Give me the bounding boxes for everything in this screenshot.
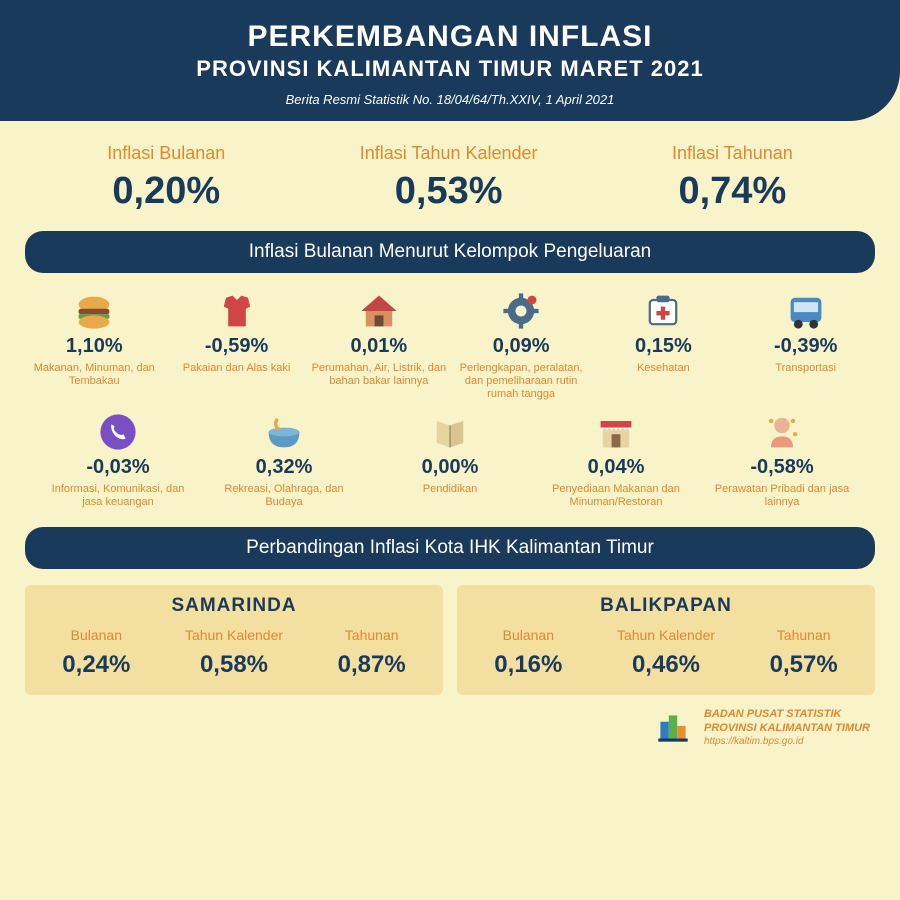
- stat-value: 0,74%: [672, 170, 793, 213]
- city-stat: Bulanan0,16%: [494, 627, 562, 679]
- category-name: Informasi, Komunikasi, dan jasa keuangan: [48, 483, 188, 513]
- phone-icon: [96, 410, 140, 454]
- category-name: Penyediaan Makanan dan Minuman/Restoran: [546, 483, 686, 513]
- book-icon: [428, 410, 472, 454]
- stat-label: Inflasi Bulanan: [107, 143, 225, 164]
- category-item: 0,00% Pendidikan: [380, 410, 520, 513]
- footer-org: BADAN PUSAT STATISTIK: [704, 707, 870, 721]
- city-stat: Tahunan0,87%: [338, 627, 406, 679]
- category-pct: 0,32%: [256, 456, 313, 479]
- city-stat: Tahun Kalender0,46%: [617, 627, 715, 679]
- category-name: Rekreasi, Olahraga, dan Budaya: [214, 483, 354, 513]
- category-name: Makanan, Minuman, dan Tembakau: [24, 362, 164, 392]
- stat-value: 0,20%: [107, 170, 225, 213]
- city-stat: Tahun Kalender0,58%: [185, 627, 283, 679]
- category-name: Pendidikan: [423, 483, 477, 513]
- category-pct: 0,09%: [493, 335, 550, 358]
- category-pct: 0,01%: [350, 335, 407, 358]
- stat-label: Inflasi Tahun Kalender: [360, 143, 538, 164]
- category-item: -0,58% Perawatan Pribadi dan jasa lainnya: [712, 410, 852, 513]
- category-item: -0,39% Transportasi: [736, 289, 876, 402]
- header-note: Berita Resmi Statistik No. 18/04/64/Th.X…: [10, 92, 890, 107]
- city-stat: Tahunan0,57%: [770, 627, 838, 679]
- footer-url: https://kaltim.bps.go.id: [704, 735, 870, 748]
- city-balikpapan: BALIKPAPAN Bulanan0,16% Tahun Kalender0,…: [457, 585, 875, 695]
- category-item: 0,09% Perlengkapan, peralatan, dan pemeli…: [451, 289, 591, 402]
- top-stats: Inflasi Bulanan 0,20% Inflasi Tahun Kale…: [0, 121, 900, 231]
- category-pct: 1,10%: [66, 335, 123, 358]
- category-name: Perumahan, Air, Listrik, dan bahan bakar…: [309, 362, 449, 392]
- stat-value: 0,53%: [360, 170, 538, 213]
- title: PERKEMBANGAN INFLASI: [10, 20, 890, 54]
- footer: BADAN PUSAT STATISTIK PROVINSI KALIMANTA…: [0, 695, 900, 749]
- category-item: 0,15% Kesehatan: [593, 289, 733, 402]
- stat-yearly: Inflasi Tahunan 0,74%: [672, 143, 793, 213]
- category-item: 1,10% Makanan, Minuman, dan Tembakau: [24, 289, 164, 402]
- cities: SAMARINDA Bulanan0,24% Tahun Kalender0,5…: [0, 581, 900, 695]
- footer-text: BADAN PUSAT STATISTIK PROVINSI KALIMANTA…: [704, 707, 870, 749]
- shop-icon: [594, 410, 638, 454]
- city-name: SAMARINDA: [35, 595, 433, 617]
- house-icon: [357, 289, 401, 333]
- category-name: Transportasi: [775, 362, 836, 392]
- categories-grid: 1,10%Makanan, Minuman, dan Tembakau-0,59…: [0, 273, 900, 527]
- category-pct: -0,39%: [774, 335, 837, 358]
- bowl-icon: [262, 410, 306, 454]
- category-pct: -0,58%: [750, 456, 813, 479]
- person-icon: [760, 410, 804, 454]
- subtitle: PROVINSI KALIMANTAN TIMUR MARET 2021: [10, 56, 890, 82]
- section-cities-title: Perbandingan Inflasi Kota IHK Kalimantan…: [25, 527, 875, 569]
- category-item: -0,03% Informasi, Komunikasi, dan jasa ke…: [48, 410, 188, 513]
- city-samarinda: SAMARINDA Bulanan0,24% Tahun Kalender0,5…: [25, 585, 443, 695]
- header: PERKEMBANGAN INFLASI PROVINSI KALIMANTAN…: [0, 0, 900, 121]
- section-categories-title: Inflasi Bulanan Menurut Kelompok Pengelu…: [25, 231, 875, 273]
- city-stat: Bulanan0,24%: [62, 627, 130, 679]
- city-name: BALIKPAPAN: [467, 595, 865, 617]
- category-pct: -0,59%: [205, 335, 268, 358]
- stat-calendar: Inflasi Tahun Kalender 0,53%: [360, 143, 538, 213]
- category-pct: 0,04%: [588, 456, 645, 479]
- category-item: 0,04% Penyediaan Makanan dan Minuman/Rest…: [546, 410, 686, 513]
- gear-icon: [499, 289, 543, 333]
- category-name: Perlengkapan, peralatan, dan pemeliharaa…: [451, 362, 591, 402]
- burger-icon: [72, 289, 116, 333]
- category-item: -0,59% Pakaian dan Alas kaki: [167, 289, 307, 402]
- category-pct: 0,15%: [635, 335, 692, 358]
- category-name: Perawatan Pribadi dan jasa lainnya: [712, 483, 852, 513]
- category-pct: -0,03%: [86, 456, 149, 479]
- bus-icon: [784, 289, 828, 333]
- category-name: Kesehatan: [637, 362, 690, 392]
- footer-prov: PROVINSI KALIMANTAN TIMUR: [704, 721, 870, 735]
- stat-label: Inflasi Tahunan: [672, 143, 793, 164]
- category-pct: 0,00%: [422, 456, 479, 479]
- shirt-icon: [215, 289, 259, 333]
- category-item: 0,01% Perumahan, Air, Listrik, dan bahan …: [309, 289, 449, 402]
- stat-monthly: Inflasi Bulanan 0,20%: [107, 143, 225, 213]
- category-item: 0,32% Rekreasi, Olahraga, dan Budaya: [214, 410, 354, 513]
- health-icon: [641, 289, 685, 333]
- category-name: Pakaian dan Alas kaki: [183, 362, 291, 392]
- bps-logo-icon: [652, 707, 694, 749]
